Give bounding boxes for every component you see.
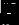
Text: BALB/c mice (N=10): BALB/c mice (N=10) <box>2 3 19 21</box>
Text: *: * <box>16 0 19 6</box>
Text: A. Light/Dark: A. Light/Dark <box>5 0 19 2</box>
Text: B. Locomotor Activity: B. Locomotor Activity <box>5 0 19 11</box>
FancyBboxPatch shape <box>2 2 17 22</box>
Text: FIG. 2: FIG. 2 <box>0 10 19 25</box>
Text: SH-053-S-CH3: SH-053-S-CH3 <box>2 3 19 21</box>
